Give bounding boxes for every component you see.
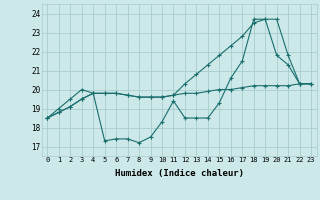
X-axis label: Humidex (Indice chaleur): Humidex (Indice chaleur) [115,169,244,178]
